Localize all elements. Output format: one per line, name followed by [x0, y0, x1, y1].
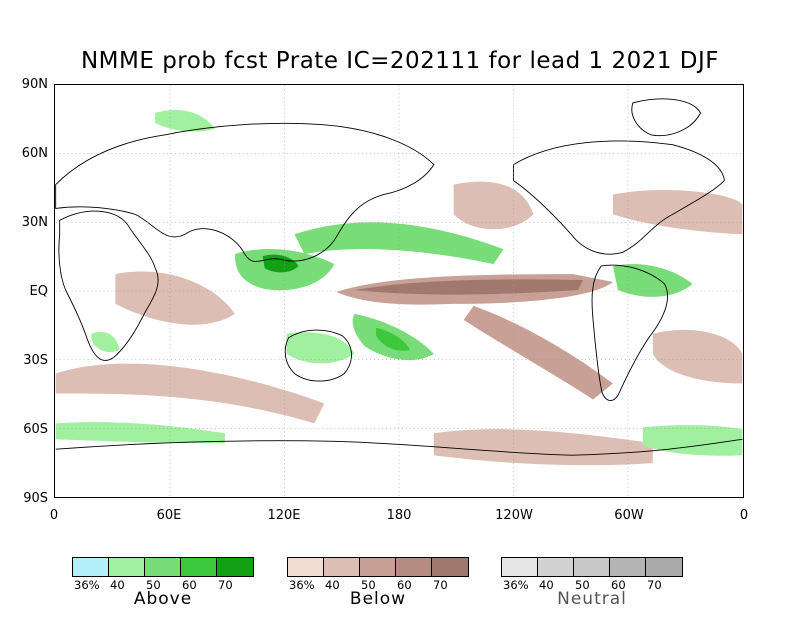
swatch-below-50 — [360, 558, 396, 576]
probability-map — [54, 84, 744, 498]
legend-neutral-ticks: 36% 40 50 60 70 — [501, 578, 683, 592]
legend-tick: 36% — [74, 578, 100, 592]
swatch-below-40 — [324, 558, 360, 576]
legend-below-ticks: 36% 40 50 60 70 — [287, 578, 469, 592]
lat-label-30n: 30N — [21, 215, 48, 230]
lon-label-120e: 120E — [267, 508, 301, 523]
map-title: NMME prob fcst Prate IC=202111 for lead … — [80, 48, 720, 74]
swatch-neutral-50 — [574, 558, 610, 576]
lat-label-90s: 90S — [23, 491, 48, 506]
legend-above-name: Above — [133, 589, 193, 609]
coastlines — [55, 98, 743, 456]
legend-neutral: 36% 40 50 60 70 Neutral — [501, 557, 683, 609]
below-region-north-pacific — [453, 181, 534, 230]
legend-tick: 60 — [397, 578, 412, 592]
map-canvas — [55, 85, 743, 497]
lon-label-0: 0 — [49, 508, 59, 523]
below-region-south-pacific — [463, 305, 613, 400]
legend-tick: 40 — [539, 578, 554, 592]
legend-tick: 40 — [110, 578, 125, 592]
above-region-southern-africa — [91, 331, 120, 353]
lon-label-0-east: 0 — [739, 508, 749, 523]
swatch-neutral-40 — [538, 558, 574, 576]
legend-tick: 60 — [182, 578, 197, 592]
below-region-indian-ocean — [115, 271, 235, 325]
lat-label-30s: 30S — [23, 353, 48, 368]
legend-above-swatches — [72, 557, 254, 577]
legend-below-swatches — [287, 557, 469, 577]
legend-below: 36% 40 50 60 70 Below — [287, 557, 469, 609]
africa-outline — [58, 210, 159, 361]
lat-label-60n: 60N — [21, 146, 48, 161]
legend-tick: 50 — [575, 578, 590, 592]
lat-label-90n: 90N — [21, 77, 48, 92]
below-normal-regions — [55, 181, 743, 466]
eurasia-outline — [55, 122, 435, 262]
swatch-above-70 — [217, 558, 253, 576]
swatch-above-50 — [145, 558, 181, 576]
legend-tick: 70 — [647, 578, 662, 592]
above-region-antarctic-band — [55, 422, 225, 444]
legend-below-name: Below — [349, 589, 407, 609]
swatch-neutral-36 — [502, 558, 538, 576]
below-region-north-atlantic — [612, 189, 743, 235]
above-region-antarctic-band-east — [642, 425, 743, 456]
lon-label-180: 180 — [386, 508, 412, 523]
legend-tick: 36% — [289, 578, 315, 592]
above-region-arctic — [155, 110, 215, 132]
swatch-below-36 — [288, 558, 324, 576]
legend-above: 36% 40 50 60 70 Above — [72, 557, 254, 609]
swatch-neutral-70 — [646, 558, 682, 576]
above-normal-regions — [55, 110, 743, 456]
legend-above-ticks: 36% 40 50 60 70 — [72, 578, 254, 592]
swatch-below-70 — [432, 558, 468, 576]
legend-neutral-swatches — [501, 557, 683, 577]
swatch-above-40 — [109, 558, 145, 576]
australia-outline — [284, 329, 352, 382]
legend-tick: 70 — [218, 578, 233, 592]
legend-tick: 50 — [361, 578, 376, 592]
below-region-southern-ocean — [433, 429, 653, 466]
south-america-outline — [591, 264, 668, 401]
graticule — [55, 85, 743, 497]
legend-tick: 36% — [503, 578, 529, 592]
legend-tick: 40 — [325, 578, 340, 592]
swatch-above-60 — [181, 558, 217, 576]
north-america-outline — [512, 140, 725, 255]
legend-neutral-name: Neutral — [557, 589, 627, 609]
below-region-south-atlantic — [652, 329, 743, 384]
swatch-below-60 — [396, 558, 432, 576]
above-region-australia — [286, 332, 355, 364]
swatch-neutral-60 — [610, 558, 646, 576]
legend-tick: 50 — [146, 578, 161, 592]
above-region-south-america — [612, 264, 693, 297]
above-region-south-pacific-core — [376, 327, 410, 351]
swatch-above-36 — [73, 558, 109, 576]
lon-label-60e: 60E — [156, 508, 182, 523]
lon-label-120w: 120W — [495, 508, 533, 523]
lat-label-eq: EQ — [29, 284, 48, 299]
lat-label-60s: 60S — [23, 422, 48, 437]
antarctica-outline — [55, 438, 743, 456]
greenland-outline — [631, 98, 702, 137]
below-region-southern-indian — [55, 363, 325, 424]
legend-tick: 60 — [611, 578, 626, 592]
above-region-north-pacific-band — [294, 222, 504, 265]
lon-label-60w: 60W — [614, 508, 644, 523]
legend-tick: 70 — [433, 578, 448, 592]
